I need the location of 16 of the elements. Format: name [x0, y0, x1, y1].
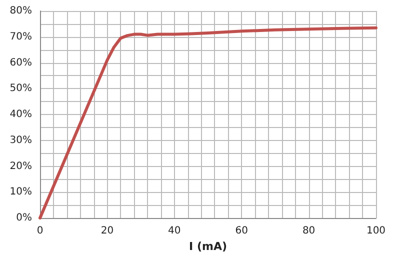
x-tick-label: 80 — [302, 226, 316, 236]
y-tick-label: 60% — [10, 57, 32, 68]
y-tick-label: 10% — [10, 186, 32, 198]
y-tick-label: 40% — [10, 109, 32, 120]
y-tick-label: 30% — [10, 134, 32, 146]
y-tick-label: 0% — [16, 212, 32, 224]
y-tick-label: 70% — [10, 31, 32, 42]
x-tick-label: 0 — [36, 226, 44, 236]
x-axis-title: I (mA) — [189, 240, 227, 253]
y-tick-label: 50% — [10, 83, 32, 94]
x-tick-label: 40 — [168, 226, 181, 236]
x-tick-label: 100 — [366, 226, 386, 236]
y-tick-label: 20% — [10, 160, 32, 172]
x-tick-label: 20 — [100, 226, 114, 236]
x-tick-label: 60 — [235, 226, 248, 236]
y-tick-label: 80% — [10, 6, 32, 16]
